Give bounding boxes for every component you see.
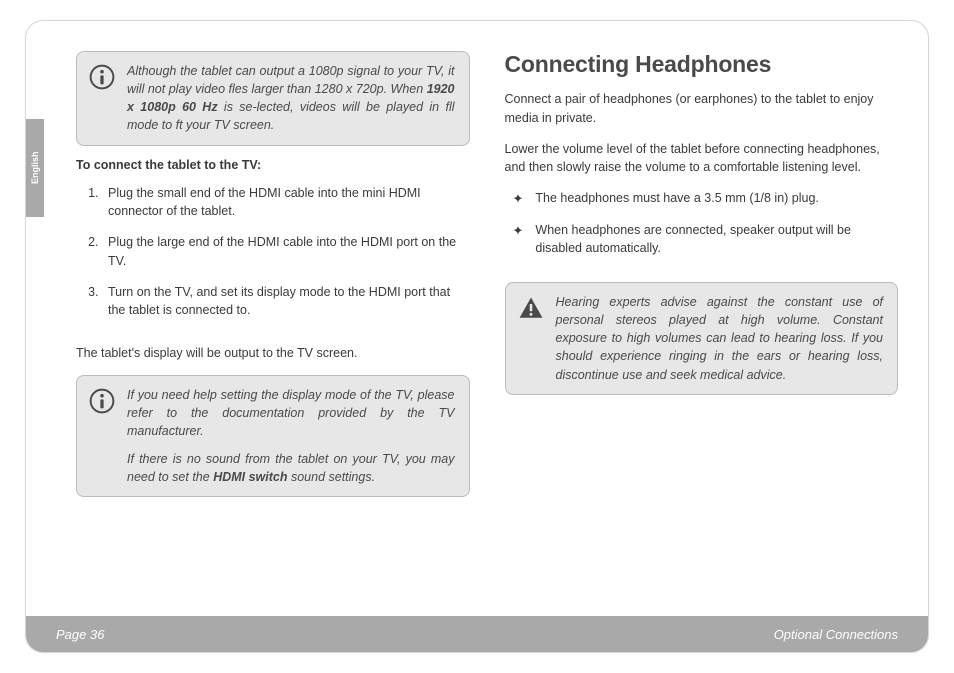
box2-p2-after: sound settings. [288,470,376,484]
connect-subheading: To connect the tablet to the TV: [76,158,470,172]
step-2: Plug the large end of the HDMI cable int… [102,233,470,271]
star-icon: ✦ [513,221,524,259]
right-p2: Lower the volume level of the tablet bef… [505,140,899,178]
info-box-help: If you need help setting the display mod… [76,375,470,498]
right-p1: Connect a pair of headphones (or earphon… [505,90,899,128]
step-3: Turn on the TV, and set its display mode… [102,283,470,321]
connect-steps: Plug the small end of the HDMI cable int… [76,184,470,333]
bullet-2: ✦ When headphones are connected, speaker … [513,221,899,259]
box1-before: Although the tablet can output a 1080p s… [127,64,455,96]
headphone-bullets: ✦ The headphones must have a 3.5 mm (1/8 … [505,189,899,270]
box2-p1: If you need help setting the display mod… [127,386,455,440]
warn-p: Hearing experts advise against the const… [556,293,884,384]
page-content: Although the tablet can output a 1080p s… [76,51,898,602]
warning-icon [518,295,544,384]
footer-bar: Page 36 Optional Connections [26,616,928,652]
language-tab: English [26,119,44,217]
left-column: Although the tablet can output a 1080p s… [76,51,470,602]
info-icon [89,388,115,487]
info-box-text: Although the tablet can output a 1080p s… [127,62,455,135]
warning-text: Hearing experts advise against the const… [556,293,884,384]
section-heading: Connecting Headphones [505,51,899,78]
box2-p2-bold: HDMI switch [213,470,287,484]
info-box-text: If you need help setting the display mod… [127,386,455,487]
step-1: Plug the small end of the HDMI cable int… [102,184,470,222]
page-border: English Although the tablet can output a… [25,20,929,653]
section-name: Optional Connections [774,627,898,642]
info-icon [89,64,115,135]
right-column: Connecting Headphones Connect a pair of … [505,51,899,602]
warning-box: Hearing experts advise against the const… [505,282,899,395]
bullet-2-text: When headphones are connected, speaker o… [535,221,898,259]
info-box-resolution: Although the tablet can output a 1080p s… [76,51,470,146]
bullet-1: ✦ The headphones must have a 3.5 mm (1/8 … [513,189,899,209]
bullet-1-text: The headphones must have a 3.5 mm (1/8 i… [535,189,819,209]
page-number: Page 36 [56,627,104,642]
star-icon: ✦ [513,189,524,209]
after-steps-text: The tablet's display will be output to t… [76,344,470,363]
